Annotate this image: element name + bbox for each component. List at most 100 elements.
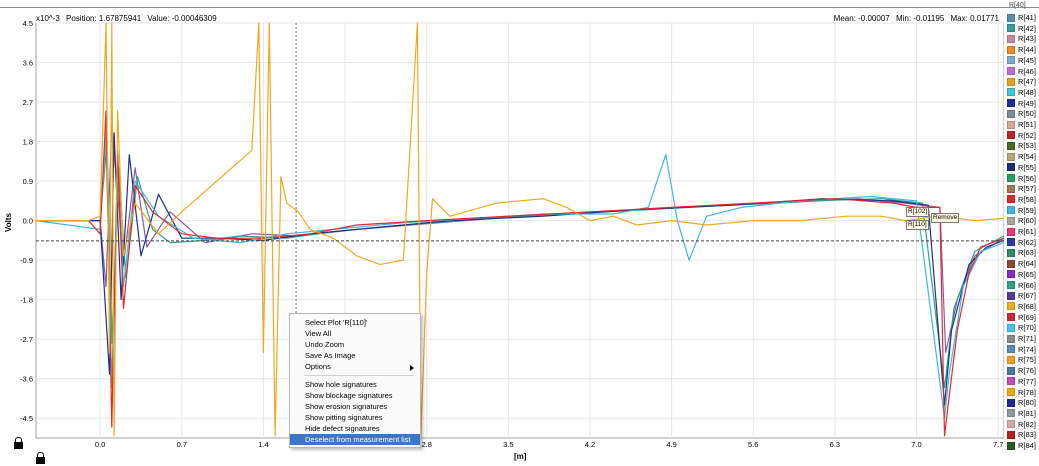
menu-item-select-plot-r-110[interactable]: Select Plot 'R[110]' (305, 318, 368, 327)
legend-label: R[59] (1018, 205, 1036, 215)
legend-item[interactable]: R[77] (1007, 376, 1036, 387)
legend-item[interactable]: R[61] (1007, 226, 1036, 237)
legend-swatch (1007, 174, 1015, 182)
legend-item[interactable]: R[76] (1007, 365, 1036, 376)
legend-item[interactable]: R[75] (1007, 354, 1036, 365)
menu-item-show-erosion-signatures[interactable]: Show erosion signatures (305, 402, 388, 411)
remove-tag-button[interactable]: Remove (931, 213, 960, 223)
legend-swatch (1007, 420, 1015, 429)
legend-label: R[44] (1018, 45, 1036, 55)
legend-item[interactable]: R[58] (1007, 194, 1036, 205)
position-readout: Position: 1.67875941 (66, 14, 142, 23)
legend-item[interactable]: R[41] (1007, 12, 1036, 23)
x-tick-label: 5.6 (748, 440, 758, 449)
legend-item[interactable]: R[60] (1007, 215, 1036, 226)
legend-item[interactable]: R[62] (1007, 237, 1036, 248)
y-tick-label: 1.8 (23, 138, 33, 147)
legend-swatch (1007, 345, 1015, 354)
legend-item[interactable]: R[57] (1007, 183, 1036, 194)
legend-swatch (1007, 34, 1015, 43)
legend-label: R[42] (1018, 23, 1036, 33)
series-line-r83[interactable] (36, 110, 1004, 437)
legend-label: R[56] (1018, 173, 1036, 183)
menu-item-deselect-from-measurement-list[interactable]: Deselect from measurement list (290, 434, 420, 445)
legend-item[interactable]: R[69] (1007, 312, 1036, 323)
legend-swatch (1007, 184, 1015, 193)
legend-swatch (1007, 409, 1015, 418)
legend-item[interactable]: R[49] (1007, 98, 1036, 109)
menu-item-hide-defect-signatures[interactable]: Hide defect signatures (305, 424, 380, 433)
legend-swatch (1007, 120, 1015, 129)
legend-item[interactable]: R[82] (1007, 419, 1036, 430)
legend-item[interactable]: R[48] (1007, 87, 1036, 98)
legend-item[interactable]: R[52] (1007, 130, 1036, 141)
legend-label: R[75] (1018, 355, 1036, 365)
legend-item[interactable]: R[68] (1007, 301, 1036, 312)
legend-swatch (1007, 248, 1015, 257)
legend-item[interactable]: R[55] (1007, 162, 1036, 173)
series-line-r110[interactable] (36, 22, 1004, 437)
menu-item-show-blockage-signatures[interactable]: Show blockage signatures (305, 391, 393, 400)
legend-label: R[80] (1018, 398, 1036, 408)
series-line-r59[interactable] (35, 132, 1004, 419)
legend-label: R[68] (1018, 301, 1036, 311)
legend-label: R[55] (1018, 162, 1036, 172)
legend-item-cut[interactable]: R[40] (1009, 2, 1026, 9)
series-tag-r110[interactable]: R[110] (906, 220, 929, 230)
max-readout: Max: 0.01771 (950, 14, 999, 23)
legend-item[interactable]: R[54] (1007, 151, 1036, 162)
menu-item-options[interactable]: Options (290, 361, 420, 372)
legend-item[interactable]: R[56] (1007, 173, 1036, 184)
legend-item[interactable]: R[63] (1007, 247, 1036, 258)
legend-swatch (1007, 291, 1015, 300)
plot-canvas[interactable]: 4.5 3.6 2.7 1.8 0.9 0.0 -0.9 -1.8 -2.7 -3.6 -4.5 0.… (0, 0, 1004, 466)
legend-label: R[62] (1018, 237, 1036, 247)
series-tag-r102[interactable]: R[102] (906, 207, 930, 217)
legend-item[interactable]: R[70] (1007, 322, 1036, 333)
legend-label: R[53] (1018, 141, 1036, 151)
menu-item-show-pitting-signatures[interactable]: Show pitting signatures (305, 413, 383, 422)
legend-item[interactable]: R[50] (1007, 108, 1036, 119)
legend-label: R[64] (1018, 259, 1036, 269)
menu-item-show-hole-signatures[interactable]: Show hole signatures (305, 380, 377, 389)
menu-item-view-all[interactable]: View All (305, 329, 332, 338)
legend-label: R[60] (1018, 216, 1036, 226)
y-tick-label: 3.6 (23, 59, 33, 68)
lock-icon[interactable] (14, 437, 23, 450)
x-tick-label: 4.9 (666, 440, 676, 449)
legend-swatch (1007, 56, 1015, 65)
legend-label: R[47] (1018, 77, 1036, 87)
legend-item[interactable]: R[45] (1007, 55, 1036, 66)
legend-item[interactable]: R[78] (1007, 387, 1036, 398)
legend-item[interactable]: R[64] (1007, 258, 1036, 269)
legend-swatch (1007, 195, 1015, 204)
legend-item[interactable]: R[74] (1007, 344, 1036, 355)
scale-label: x10^-3 (36, 14, 60, 23)
legend-swatch (1007, 323, 1015, 332)
legend-item[interactable]: R[47] (1007, 76, 1036, 87)
legend-item[interactable]: R[80] (1007, 397, 1036, 408)
statistics-readout: Mean: -0.00007 Min: -0.01195 Max: 0.0177… (834, 14, 1003, 23)
legend-item[interactable]: R[51] (1007, 119, 1036, 130)
legend-item[interactable]: R[59] (1007, 205, 1036, 216)
legend-item[interactable]: R[65] (1007, 269, 1036, 280)
legend-label: R[70] (1018, 323, 1036, 333)
legend-item[interactable]: R[42] (1007, 23, 1036, 34)
legend-item[interactable]: R[81] (1007, 408, 1036, 419)
legend-swatch (1007, 131, 1015, 140)
legend-label: R[61] (1018, 227, 1036, 236)
legend-item[interactable]: R[67] (1007, 290, 1036, 301)
lock-icon-secondary[interactable] (36, 452, 45, 465)
legend-item[interactable]: R[46] (1007, 66, 1036, 77)
menu-item-undo-zoom[interactable]: Undo Zoom (305, 340, 345, 349)
series-line-r55[interactable] (36, 132, 1004, 406)
legend-item[interactable]: R[84] (1007, 440, 1036, 451)
menu-item-save-as-image[interactable]: Save As Image (305, 351, 356, 360)
legend-item[interactable]: R[66] (1007, 280, 1036, 291)
legend-item[interactable]: R[53] (1007, 140, 1036, 151)
legend-item[interactable]: R[83] (1007, 429, 1036, 440)
series-line-r66[interactable] (36, 141, 1004, 389)
legend-item[interactable]: R[71] (1007, 333, 1036, 344)
legend-item[interactable]: R[44] (1007, 44, 1036, 55)
legend-item[interactable]: R[43] (1007, 33, 1036, 44)
